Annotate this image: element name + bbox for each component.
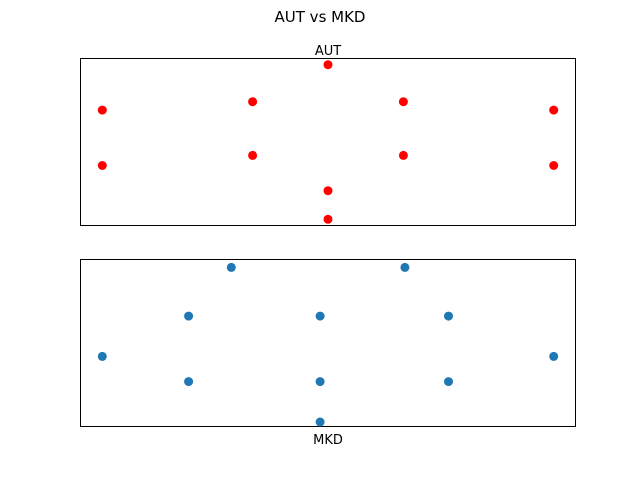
axes-mkd-points: [97, 262, 559, 427]
aut-point-10: [323, 186, 333, 196]
mkd-point-6: [97, 351, 107, 361]
aut-point-5: [549, 105, 559, 115]
mkd-point-4: [315, 311, 325, 321]
axes-aut-title: AUT: [315, 44, 341, 59]
axes-aut-points: [97, 60, 559, 224]
figure-title: AUT vs MKD: [275, 8, 366, 26]
aut-point-4: [398, 97, 408, 107]
mkd-point-2: [400, 262, 410, 272]
mkd-point-9: [315, 377, 325, 387]
aut-point-11: [323, 214, 333, 224]
mkd-point-5: [444, 311, 453, 321]
mkd-point-11: [315, 417, 325, 427]
axes-mkd-xlabel: MKD: [313, 433, 343, 448]
mkd-point-8: [184, 377, 194, 387]
aut-point-2: [97, 105, 107, 115]
aut-point-8: [398, 150, 408, 160]
aut-point-7: [248, 150, 258, 160]
aut-point-1: [323, 60, 333, 70]
aut-point-9: [549, 161, 559, 170]
mkd-point-10: [444, 377, 453, 387]
axes-aut: AUT: [80, 44, 576, 226]
axes-aut-frame: [80, 58, 576, 226]
mkd-point-7: [549, 351, 559, 361]
aut-point-3: [248, 97, 258, 107]
axes-mkd-frame: [80, 259, 576, 427]
mkd-point-3: [184, 311, 194, 321]
mkd-point-1: [226, 262, 236, 272]
axes-mkd: MKD: [80, 259, 576, 448]
aut-point-6: [97, 161, 107, 170]
